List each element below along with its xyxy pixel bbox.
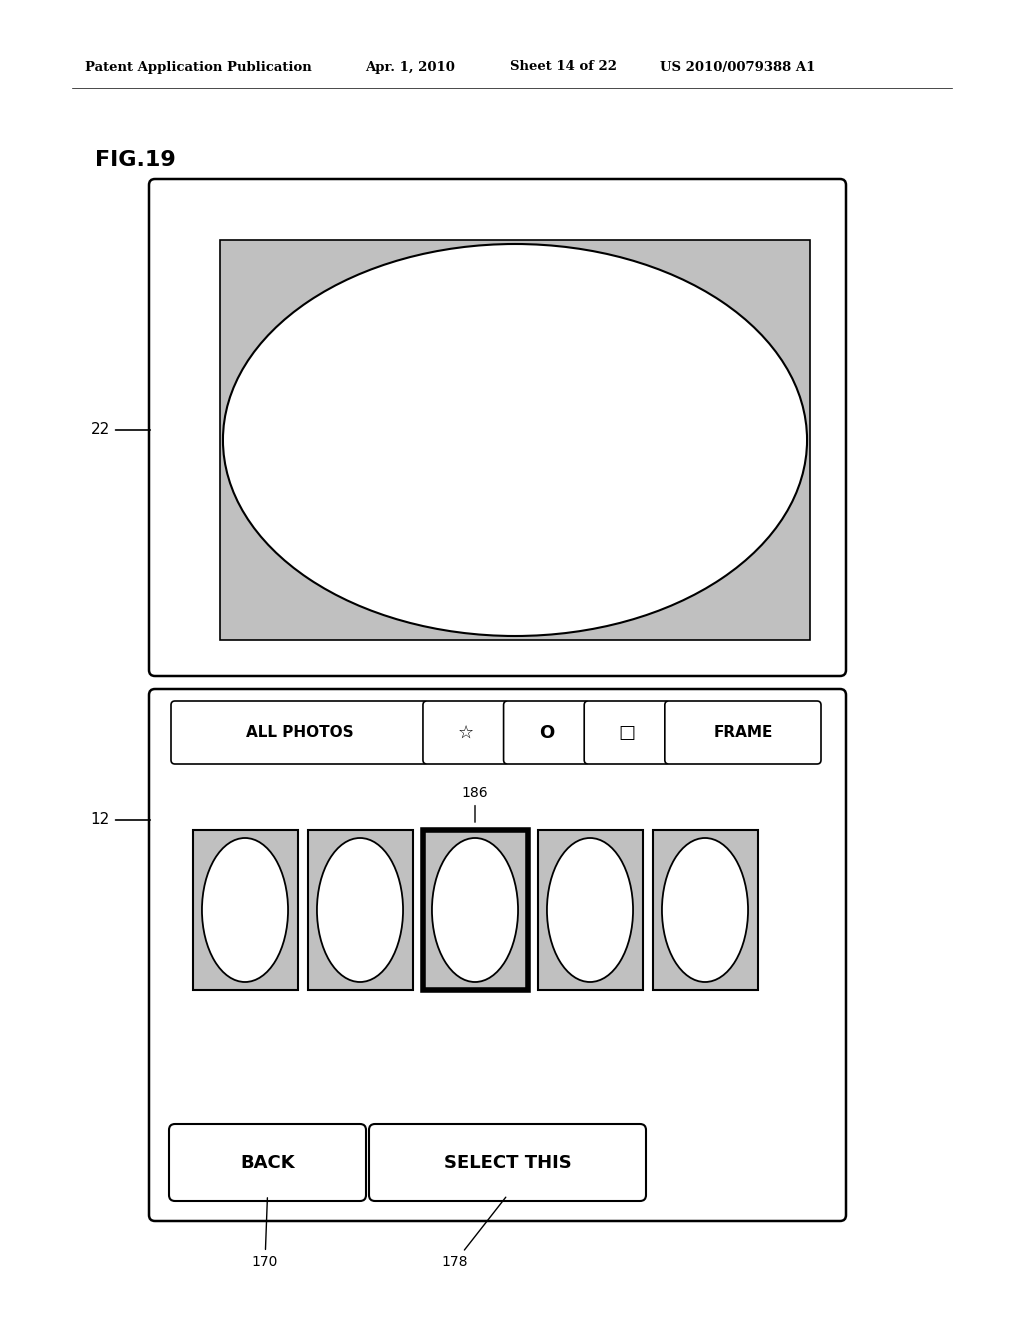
FancyBboxPatch shape (665, 701, 821, 764)
Text: 178: 178 (441, 1197, 506, 1269)
Bar (538, 830, 642, 990)
Text: US 2010/0079388 A1: US 2010/0079388 A1 (660, 61, 815, 74)
Ellipse shape (223, 244, 807, 636)
Ellipse shape (547, 838, 633, 982)
Text: 186: 186 (462, 785, 488, 822)
Text: FIG.19: FIG.19 (95, 150, 176, 170)
FancyBboxPatch shape (423, 701, 509, 764)
Text: 22: 22 (91, 422, 151, 437)
Bar (220, 240, 810, 640)
Ellipse shape (432, 838, 518, 982)
FancyBboxPatch shape (171, 701, 428, 764)
Text: Apr. 1, 2010: Apr. 1, 2010 (365, 61, 455, 74)
Text: 170: 170 (252, 1197, 279, 1269)
Ellipse shape (662, 838, 749, 982)
Text: SELECT THIS: SELECT THIS (443, 1154, 571, 1172)
Text: □: □ (618, 723, 636, 742)
Text: ☆: ☆ (458, 723, 474, 742)
Text: ALL PHOTOS: ALL PHOTOS (246, 725, 353, 741)
FancyBboxPatch shape (504, 701, 589, 764)
Ellipse shape (317, 838, 403, 982)
Text: Sheet 14 of 22: Sheet 14 of 22 (510, 61, 617, 74)
Bar (652, 830, 758, 990)
FancyBboxPatch shape (169, 1125, 366, 1201)
Text: O: O (539, 723, 554, 742)
Text: BACK: BACK (241, 1154, 295, 1172)
FancyBboxPatch shape (150, 689, 846, 1221)
Text: FRAME: FRAME (714, 725, 772, 741)
Ellipse shape (202, 838, 288, 982)
Bar (193, 830, 298, 990)
Bar (307, 830, 413, 990)
FancyBboxPatch shape (150, 180, 846, 676)
Text: 12: 12 (91, 813, 151, 828)
Text: Patent Application Publication: Patent Application Publication (85, 61, 311, 74)
FancyBboxPatch shape (369, 1125, 646, 1201)
Bar (423, 830, 527, 990)
FancyBboxPatch shape (585, 701, 670, 764)
